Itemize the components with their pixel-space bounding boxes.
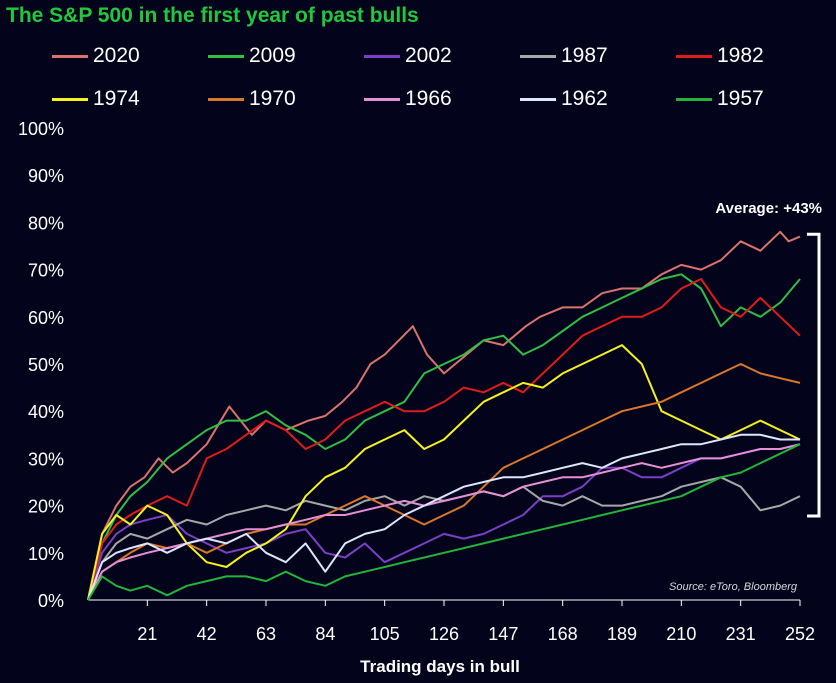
legend-swatch [208,54,244,58]
x-axis-label: Trading days in bull [360,657,520,676]
legend-label: 1962 [561,87,608,110]
legend-item-2009: 2009 [208,42,364,70]
y-tick-label: 100% [18,119,64,139]
y-tick-label: 0% [38,591,64,611]
chart-title: The S&P 500 in the first year of past bu… [6,4,419,27]
x-tick-label: 126 [429,624,459,644]
y-tick-label: 80% [28,213,64,233]
y-tick-label: 30% [28,449,64,469]
legend-label: 1982 [717,44,764,67]
x-tick-label: 231 [726,624,756,644]
x-axis-ticks: 21 42 63 84 105 126 147 168 189 210 231 252 [137,600,815,644]
legend-swatch [520,97,556,101]
legend-item-1970: 1970 [208,85,364,113]
x-tick-label: 210 [666,624,696,644]
legend-swatch [676,54,712,58]
series-lines [87,230,801,601]
legend-label: 1970 [249,87,296,110]
legend-label: 1974 [93,87,140,110]
series-line-2020 [87,230,801,601]
y-tick-label: 10% [28,544,64,564]
series-line-1962 [87,433,800,601]
source-note: Source: eToro, Bloomberg [669,581,798,593]
series-line-1974 [87,344,801,601]
legend-swatch [364,97,400,101]
x-tick-label: 105 [370,624,400,644]
series-line-2009 [87,273,801,601]
legend-item-1974: 1974 [52,85,208,113]
legend-label: 1987 [561,44,608,67]
legend-item-2002: 2002 [364,42,520,70]
x-tick-label: 21 [137,624,157,644]
legend-label: 2002 [405,44,452,67]
series-line-1970 [87,363,801,601]
legend-swatch [52,97,88,101]
x-tick-label: 63 [256,624,276,644]
legend-item-1962: 1962 [520,85,676,113]
x-tick-label: 84 [315,624,335,644]
average-annotation: Average: +43% [715,200,822,217]
legend-swatch [364,54,400,58]
x-tick-label: 252 [785,624,815,644]
y-tick-label: 70% [28,261,64,281]
legend-item-2020: 2020 [52,42,208,70]
y-tick-label: 90% [28,166,64,186]
legend-label: 2009 [249,44,296,67]
legend-label: 1957 [717,87,764,110]
x-tick-label: 147 [488,624,518,644]
legend-item-1987: 1987 [520,42,676,70]
x-tick-label: 168 [548,624,578,644]
legend-item-1966: 1966 [364,85,520,113]
y-tick-label: 40% [28,402,64,422]
legend-label: 2020 [93,44,140,67]
legend-label: 1966 [405,87,452,110]
legend-swatch [52,54,88,58]
y-axis-ticks: 0% 10% 20% 30% 40% 50% 60% 70% 80% 90% 100% [18,119,64,611]
average-bracket [807,232,821,518]
legend-item-1957: 1957 [676,85,832,113]
y-tick-label: 60% [28,308,64,328]
series-line-1957 [87,443,801,601]
y-tick-label: 50% [28,355,64,375]
legend-item-1982: 1982 [676,42,832,70]
x-tick-label: 189 [607,624,637,644]
series-line-2002 [87,443,801,601]
legend-swatch [520,54,556,58]
legend-swatch [676,97,712,101]
x-tick-label: 42 [197,624,217,644]
y-tick-label: 20% [28,497,64,517]
legend: 2020 2009 2002 1987 1982 1974 1970 1966 1962 1957 [52,42,832,113]
legend-swatch [208,97,244,101]
series-line-1982 [87,278,801,601]
series-line-1987 [87,476,801,601]
